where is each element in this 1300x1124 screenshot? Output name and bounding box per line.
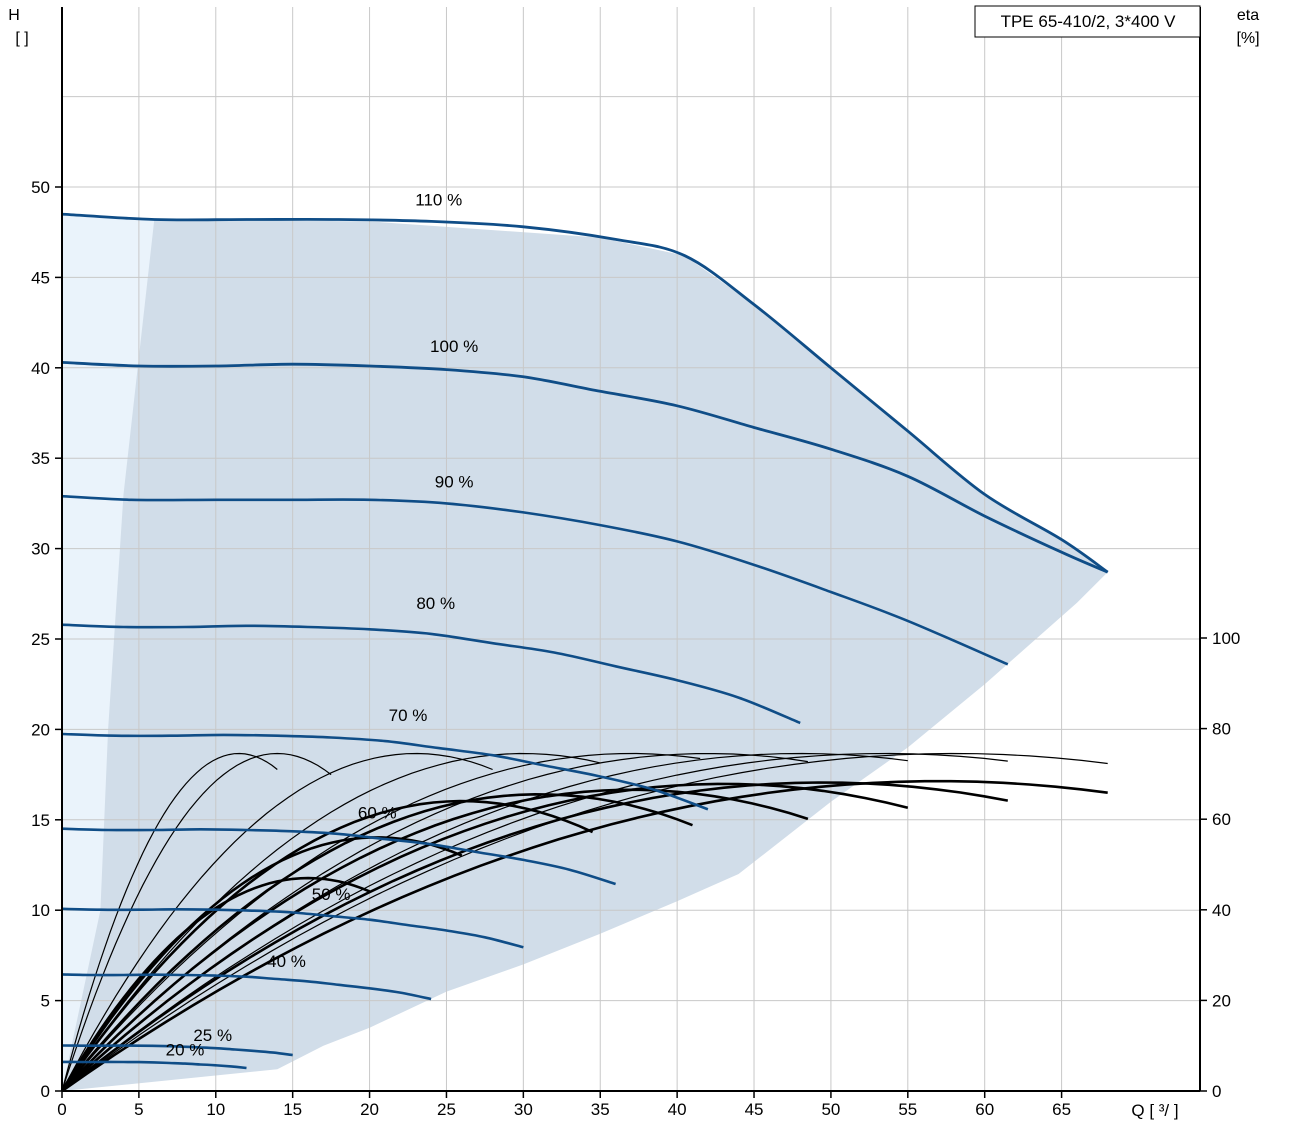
curve-labels: 110 % 100 % 90 % 80 % 70 % 60 % 50 % 40 % 25 %20…	[166, 191, 479, 1060]
title-box	[974, 5, 1201, 38]
x-tick-label: 45	[745, 1100, 764, 1119]
x-tick-label: 10	[206, 1100, 225, 1119]
y-right-axis-name: eta	[1237, 7, 1259, 24]
efficiency-curve	[61, 752, 1008, 1092]
efficiency-curve	[61, 752, 601, 1092]
head-curve-label: 50 %	[312, 885, 351, 904]
x-tick-label: 25	[437, 1100, 456, 1119]
head-curve-label: 90 %	[435, 473, 474, 492]
y-left-tick-label: 25	[31, 630, 50, 649]
y-left-tick-label: 20	[31, 720, 50, 739]
head-curve-60-percent	[61, 827, 616, 886]
y-right-tick-label: 40	[1212, 901, 1231, 920]
y-right-tick-label: 20	[1212, 991, 1231, 1010]
head-curve-label: 70 %	[389, 706, 428, 725]
y-right-tick-label: 80	[1212, 720, 1231, 739]
efficiency-curve	[61, 752, 493, 1092]
efficiency-curve	[61, 752, 1108, 1092]
efficiency-curve	[61, 779, 1108, 1093]
head-curve-label: 60 %	[358, 804, 397, 823]
y-left-tick-label: 10	[31, 901, 50, 920]
tick-labels: 0 5 10 15 20 25 30 35 40 45 50 55 60 65 0 5 10 15 20 25 30 35…	[31, 178, 1240, 1119]
head-curve-label: 100 %	[430, 337, 478, 356]
y-left-axis-unit: [ ]	[15, 30, 28, 47]
operating-areas	[62, 214, 1108, 1092]
x-tick-label: 0	[57, 1100, 66, 1119]
x-axis-label: Q [ ³/ ]	[1131, 1101, 1178, 1120]
x-tick-label: 55	[898, 1100, 917, 1119]
y-left-tick-label: 40	[31, 359, 50, 378]
y-left-axis-name: H	[8, 7, 20, 24]
head-curve-110-percent	[61, 212, 1109, 574]
head-curve-label: 20 %	[166, 1040, 205, 1059]
head-curve-25-percent	[61, 1044, 293, 1057]
x-tick-label: 20	[360, 1100, 379, 1119]
y-left-tick-label: 35	[31, 449, 50, 468]
grid	[62, 7, 1200, 1091]
head-curve-90-percent	[61, 494, 1009, 666]
operating-area	[62, 214, 1108, 1092]
y-left-tick-label: 0	[41, 1082, 50, 1101]
x-tick-label: 35	[591, 1100, 610, 1119]
y-left-tick-label: 50	[31, 178, 50, 197]
y-left-tick-label: 30	[31, 540, 50, 559]
x-tick-label: 65	[1052, 1100, 1071, 1119]
x-tick-label: 15	[283, 1100, 302, 1119]
y-left-tick-label: 5	[41, 992, 50, 1011]
y-right-tick-label: 100	[1212, 629, 1240, 648]
head-curve-80-percent	[61, 623, 801, 725]
efficiency-curve	[61, 752, 332, 1092]
head-curve-20-percent	[61, 1060, 247, 1070]
head-curve-label: 80 %	[416, 594, 455, 613]
efficiency-curve	[60, 836, 463, 1092]
efficiency-curve	[60, 876, 371, 1092]
head-curve-label: 40 %	[267, 952, 306, 971]
head-curve-50-percent	[61, 907, 524, 949]
head-curve-label: 25 %	[193, 1026, 232, 1045]
y-left-tick-label: 15	[31, 811, 50, 830]
x-tick-label: 50	[821, 1100, 840, 1119]
head-curve-40-percent	[61, 973, 432, 1001]
chart-title: TPE 65-410/2, 3*400 V	[1001, 12, 1177, 31]
head-curve-70-percent	[61, 732, 709, 811]
y-right-tick-label: 60	[1212, 810, 1231, 829]
y-left-tick-label: 45	[31, 268, 50, 287]
x-tick-label: 40	[668, 1100, 687, 1119]
low-flow-area	[62, 214, 155, 1092]
x-tick-label: 30	[514, 1100, 533, 1119]
y-right-axis-unit: [%]	[1236, 30, 1259, 47]
head-curve-100-percent	[61, 361, 1109, 574]
x-tick-label: 5	[134, 1100, 143, 1119]
y-right-tick-label: 0	[1212, 1082, 1221, 1101]
x-tick-label: 60	[975, 1100, 994, 1119]
efficiency-curve	[61, 752, 278, 1092]
head-curve-label: 110 %	[415, 191, 462, 210]
efficiency-curve	[61, 752, 701, 1092]
head-curves	[61, 212, 1109, 1070]
